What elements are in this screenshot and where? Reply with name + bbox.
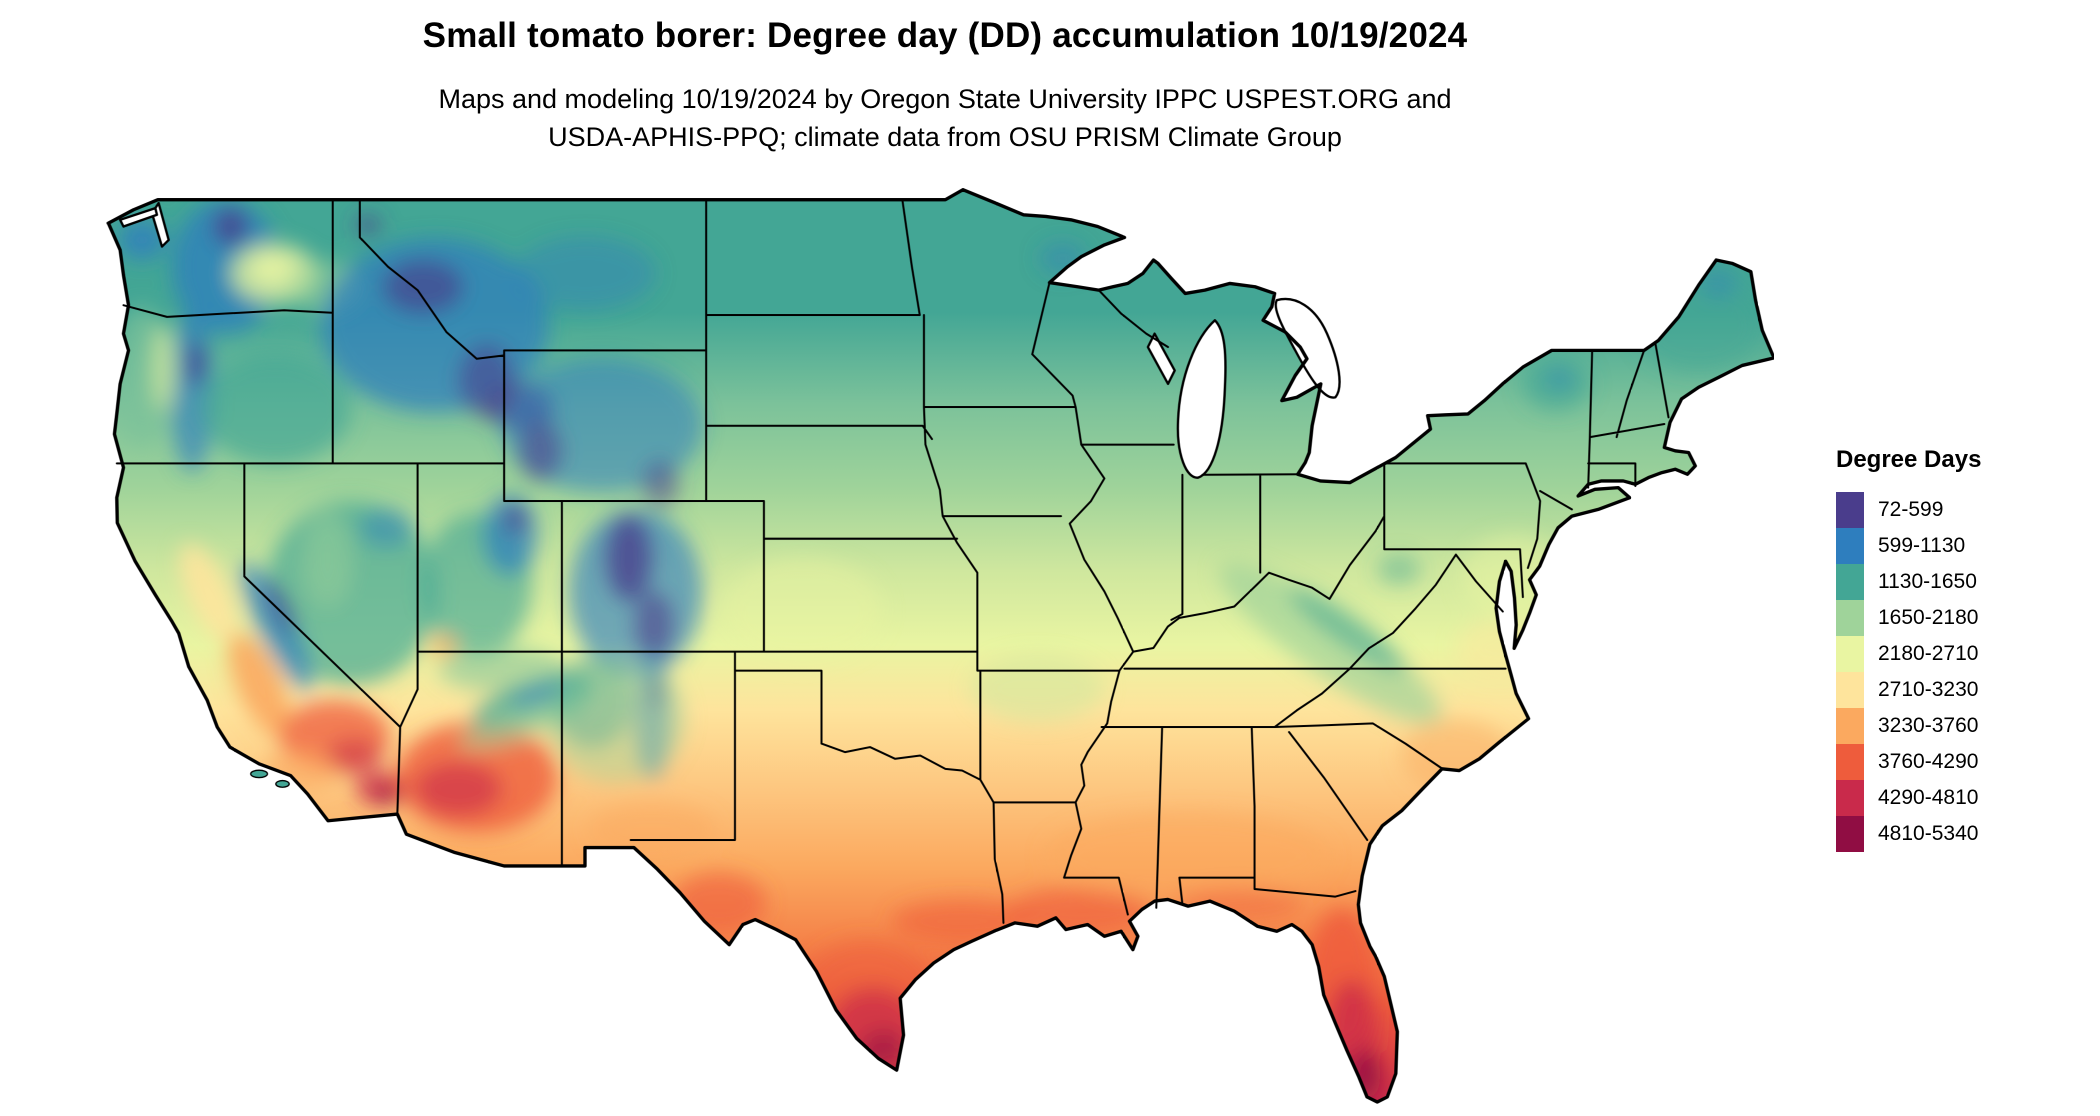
lake-michigan xyxy=(1176,319,1227,479)
legend-entry: 4290-4810 xyxy=(1836,780,1981,816)
legend-entry: 2180-2710 xyxy=(1836,636,1981,672)
legend-entry-label: 2710-3230 xyxy=(1878,678,1979,701)
legend-swatch xyxy=(1836,564,1864,600)
subtitle: Maps and modeling 10/19/2024 by Oregon S… xyxy=(0,80,1890,156)
legend-swatch xyxy=(1836,528,1864,564)
us-map-svg xyxy=(106,188,1774,1104)
legend-swatch xyxy=(1836,816,1864,852)
state-borders xyxy=(115,198,1670,924)
subtitle-line-1: Maps and modeling 10/19/2024 by Oregon S… xyxy=(438,84,1452,114)
strait-juan-de-fuca xyxy=(118,206,159,228)
legend-entry: 3760-4290 xyxy=(1836,744,1981,780)
legend-entry: 3230-3760 xyxy=(1836,708,1981,744)
legend-title: Degree Days xyxy=(1836,446,1982,473)
legend-entry: 2710-3230 xyxy=(1836,672,1981,708)
legend-entry: 599-1130 xyxy=(1836,528,1981,564)
legend-swatch xyxy=(1836,744,1864,780)
legend-entry: 72-599 xyxy=(1836,492,1981,528)
legend-entry: 1650-2180 xyxy=(1836,600,1981,636)
us-outline xyxy=(106,188,1774,1104)
subtitle-line-2: USDA-APHIS-PPQ; climate data from OSU PR… xyxy=(548,122,1342,152)
page-title: Small tomato borer: Degree day (DD) accu… xyxy=(422,16,1468,55)
legend-entry-label: 1130-1650 xyxy=(1878,570,1977,593)
legend-swatch xyxy=(1836,600,1864,636)
regional-anomalies xyxy=(115,199,1763,1101)
legend-entry-label: 72-599 xyxy=(1878,498,1944,521)
legend-entry: 4810-5340 xyxy=(1836,816,1981,852)
legend-entry-label: 2180-2710 xyxy=(1878,642,1979,665)
legend-entry-label: 4810-5340 xyxy=(1878,822,1979,845)
legend-swatch xyxy=(1836,708,1864,744)
legend-swatch xyxy=(1836,636,1864,672)
great-lakes xyxy=(118,201,1341,479)
us-degree-day-map xyxy=(100,183,1774,1107)
legend-entry-label: 599-1130 xyxy=(1878,534,1966,557)
legend-swatch xyxy=(1836,492,1864,528)
legend-swatch xyxy=(1836,672,1864,708)
channel-islands xyxy=(250,769,290,788)
degree-day-surface xyxy=(108,189,1774,1102)
legend-entry-label: 1650-2180 xyxy=(1878,606,1979,629)
legend: Degree Days 72-599 599-1130 1130-1650 16… xyxy=(1836,446,1981,852)
legend-entry-label: 4290-4810 xyxy=(1878,786,1979,809)
legend-entry-label: 3230-3760 xyxy=(1878,714,1979,737)
legend-swatch xyxy=(1836,780,1864,816)
green-bay xyxy=(1146,332,1176,386)
legend-entry: 1130-1650 xyxy=(1836,564,1981,600)
legend-entry-label: 3760-4290 xyxy=(1878,750,1979,773)
legend-rows: 72-599 599-1130 1130-1650 1650-2180 2180… xyxy=(1836,492,1981,852)
